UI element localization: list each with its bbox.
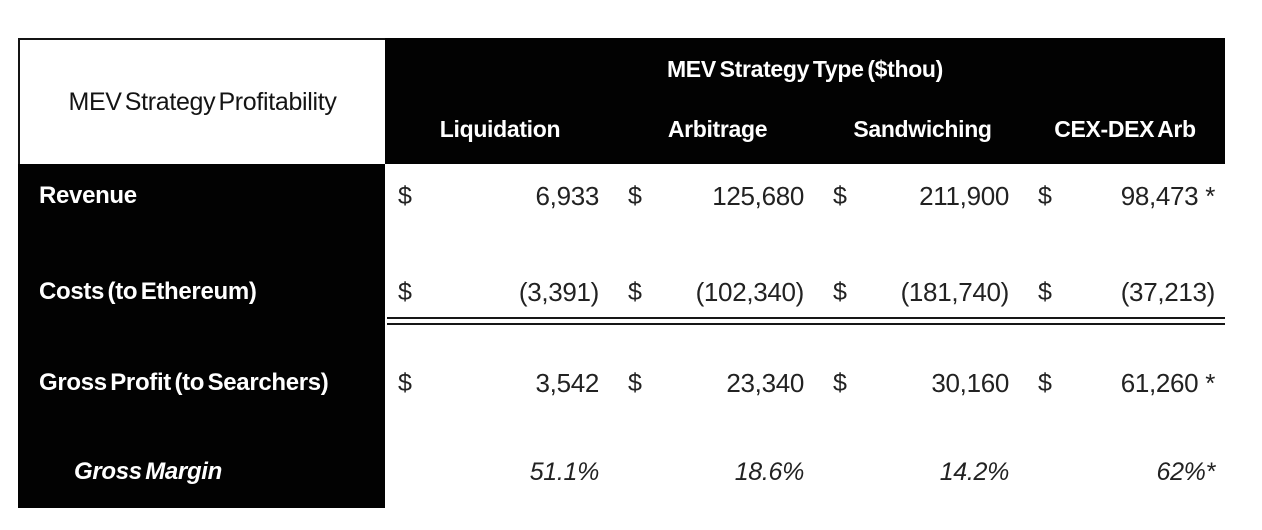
costs-cexdex-value: (37,213): [1120, 276, 1216, 307]
revenue-sandwiching-cell: $ 211,900: [820, 176, 1025, 216]
gross-margin-arbitrage-value: 18.6%: [734, 457, 805, 486]
costs-liquidation-value: (3,391): [518, 276, 599, 307]
row-label-revenue: Revenue: [39, 182, 137, 209]
table-title: MEV Strategy Profitability: [68, 87, 337, 116]
gross-margin-cexdex-cell: 62%*: [1025, 452, 1240, 492]
revenue-arbitrage-value: 125,680: [712, 180, 804, 211]
revenue-cexdex-cell: $ 98,473 *: [1025, 176, 1240, 216]
gross-profit-arbitrage-cell: $ 23,340: [615, 363, 820, 403]
gross-profit-sandwiching-cell: $ 30,160: [820, 363, 1025, 403]
double-rule-divider: [387, 317, 1225, 325]
gross-profit-sandwiching-value: 30,160: [931, 367, 1009, 398]
row-label-costs: Costs (to Ethereum): [39, 278, 257, 305]
column-header-cex-dex-arb: CEX-DEX Arb: [1054, 115, 1196, 142]
currency-symbol: $: [833, 181, 847, 210]
gross-margin-liquidation-cell: 51.1%: [385, 452, 615, 492]
costs-sandwiching-cell: $ (181,740): [820, 272, 1025, 312]
currency-symbol: $: [1038, 277, 1052, 306]
gross-margin-cexdex-value: 62%*: [1156, 457, 1216, 486]
revenue-arbitrage-cell: $ 125,680: [615, 176, 820, 216]
currency-symbol: $: [398, 181, 412, 210]
costs-arbitrage-cell: $ (102,340): [615, 272, 820, 312]
column-group-header: MEV Strategy Type ($thou): [666, 55, 944, 82]
gross-margin-sandwiching-value: 14.2%: [939, 457, 1010, 486]
currency-symbol: $: [1038, 368, 1052, 397]
gross-profit-cexdex-value: 61,260 *: [1120, 367, 1216, 398]
column-header-sandwiching: Sandwiching: [853, 115, 992, 142]
gross-margin-arbitrage-cell: 18.6%: [615, 452, 820, 492]
table-row-gross-margin: 51.1% 18.6% 14.2% 62%*: [0, 452, 1262, 492]
row-label-gross-profit: Gross Profit (to Searchers): [39, 369, 329, 396]
gross-margin-sandwiching-cell: 14.2%: [820, 452, 1025, 492]
currency-symbol: $: [398, 277, 412, 306]
column-header-liquidation: Liquidation: [439, 115, 561, 142]
currency-symbol: $: [398, 368, 412, 397]
gross-profit-liquidation-cell: $ 3,542: [385, 363, 615, 403]
currency-symbol: $: [628, 181, 642, 210]
gross-profit-arbitrage-value: 23,340: [726, 367, 804, 398]
row-label-gross-margin: Gross Margin: [74, 458, 222, 485]
table-row-costs: $ (3,391) $ (102,340) $ (181,740) $ (37,…: [0, 272, 1262, 312]
table-row-gross-profit: $ 3,542 $ 23,340 $ 30,160 $ 61,260 *: [0, 363, 1262, 403]
currency-symbol: $: [833, 277, 847, 306]
gross-profit-cexdex-cell: $ 61,260 *: [1025, 363, 1240, 403]
costs-sandwiching-value: (181,740): [900, 276, 1010, 307]
currency-symbol: $: [628, 277, 642, 306]
table-header: MEV Strategy Type ($thou) Liquidation Ar…: [385, 38, 1225, 164]
column-header-arbitrage: Arbitrage: [667, 115, 768, 142]
table-row-revenue: $ 6,933 $ 125,680 $ 211,900 $ 98,473 *: [0, 176, 1262, 216]
gross-margin-liquidation-value: 51.1%: [529, 457, 600, 486]
table-title-cell: MEV Strategy Profitability: [18, 38, 385, 164]
costs-cexdex-cell: $ (37,213): [1025, 272, 1240, 312]
revenue-sandwiching-value: 211,900: [919, 180, 1009, 211]
revenue-liquidation-cell: $ 6,933: [385, 176, 615, 216]
costs-arbitrage-value: (102,340): [695, 276, 805, 307]
revenue-liquidation-value: 6,933: [535, 180, 600, 211]
row-label-column: Revenue Costs (to Ethereum) Gross Profit…: [18, 164, 385, 508]
currency-symbol: $: [833, 368, 847, 397]
gross-profit-liquidation-value: 3,542: [535, 367, 600, 398]
costs-liquidation-cell: $ (3,391): [385, 272, 615, 312]
currency-symbol: $: [1038, 181, 1052, 210]
currency-symbol: $: [628, 368, 642, 397]
revenue-cexdex-value: 98,473 *: [1120, 180, 1216, 211]
